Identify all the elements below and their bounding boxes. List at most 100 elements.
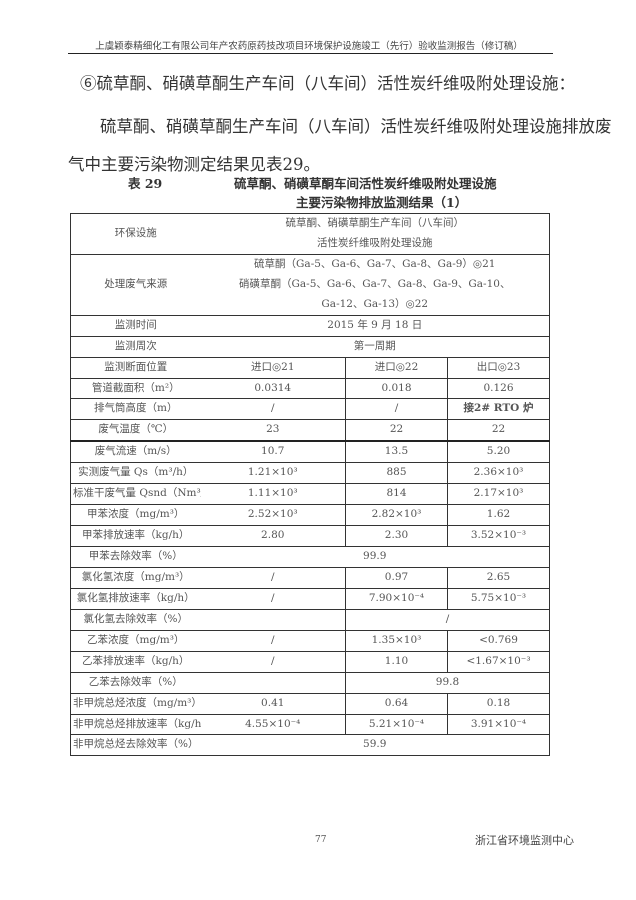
- running-header: 上虞颖泰精细化工有限公司年产农药原药技改项目环境保护设施竣工（先行）验收监测报告…: [95, 41, 523, 52]
- table-cell: /: [200, 629, 346, 652]
- row-label: 废气温度（℃）: [70, 419, 201, 443]
- section-heading: ⑥硫草酮、硝磺草酮生产车间（八车间）活性炭纤维吸附处理设施：: [80, 74, 575, 93]
- row-label: 废气流速（m/s）: [70, 440, 201, 464]
- table-row: 环保设施 硫草酮、硝磺草酮生产车间（八车间） 活性炭纤维吸附处理设施: [70, 213, 550, 255]
- table-cell: 22: [447, 419, 550, 443]
- table-cell: 0.97: [345, 566, 448, 589]
- table-cell: 1.21×10³: [200, 462, 346, 485]
- table-cell: 2.80: [200, 525, 346, 547]
- row-label: 甲苯浓度（mg/m³）: [70, 504, 201, 527]
- row-label: 甲苯排放速率（kg/h）: [70, 525, 201, 547]
- table-cell: 出口◎23: [447, 356, 550, 379]
- table-cell: 5.21×10⁻⁴: [345, 713, 448, 736]
- table-cell: 接2# RTO 炉: [447, 398, 550, 421]
- table-cell: <1.67×10⁻³: [447, 650, 550, 673]
- row-label: 乙苯排放速率（kg/h）: [70, 650, 201, 673]
- table-cell: 2.30: [345, 525, 448, 547]
- table-row: 非甲烷总烃排放速率（kg/h） 4.55×10⁻⁴ 5.21×10⁻⁴ 3.91×10…: [70, 713, 550, 736]
- table-cell: 0.0314: [200, 377, 346, 400]
- row-label: 环保设施: [70, 213, 201, 255]
- row-label: 乙苯浓度（mg/m³）: [70, 629, 201, 652]
- row-label: 氯化氢去除效率（%）: [70, 608, 201, 631]
- page-number: 77: [315, 835, 327, 845]
- table-row: 乙苯去除效率（%） 99.8: [70, 671, 550, 694]
- row-label: 氯化氢排放速率（kg/h）: [70, 587, 201, 610]
- table-cell: 99.9: [200, 546, 550, 568]
- table-row: 甲苯去除效率（%） 99.9: [70, 546, 550, 568]
- table-row: 监测断面位置 进口◎21 进口◎22 出口◎23: [70, 356, 550, 379]
- header-divider: [68, 53, 553, 54]
- table-cell: 1.35×10³: [345, 629, 448, 652]
- table-cell: 进口◎21: [200, 356, 346, 379]
- table-cell: /: [200, 650, 346, 673]
- table-cell: /: [200, 587, 346, 610]
- table-cell: 1.10: [345, 650, 448, 673]
- table-cell: 10.7: [200, 440, 346, 464]
- table-row: 甲苯排放速率（kg/h） 2.80 2.30 3.52×10⁻³: [70, 525, 550, 547]
- table-cell: 硫草酮（Ga-5、Ga-6、Ga-7、Ga-8、Ga-9）◎21 硝磺草酮（Ga…: [200, 253, 550, 316]
- table-cell: 0.018: [345, 377, 448, 400]
- table-cell: 2015 年 9 月 18 日: [200, 314, 550, 337]
- row-label: 排气筒高度（m）: [70, 398, 201, 421]
- table-row: 管道截面积（m²） 0.0314 0.018 0.126: [70, 377, 550, 400]
- table-row: 非甲烷总烃去除效率（%） 59.9: [70, 734, 550, 757]
- paragraph-line-2: 气中主要污染物测定结果见表29。: [68, 155, 320, 174]
- table-row: 废气温度（℃） 23 22 22: [70, 419, 550, 443]
- row-label: 监测断面位置: [70, 356, 201, 379]
- row-label: 处理废气来源: [70, 253, 201, 316]
- table-cell: 22: [345, 419, 448, 443]
- table-row: 实测废气量 Qs（m³/h） 1.21×10³ 885 2.36×10³: [70, 462, 550, 485]
- table-cell: 59.9: [200, 734, 550, 757]
- table-title-line-1: 硫草酮、硝磺草酮车间活性炭纤维吸附处理设施: [234, 176, 497, 191]
- table-row: 氯化氢排放速率（kg/h）/7.90×10⁻⁴ 5.75×10⁻³: [70, 587, 550, 610]
- table-cell: 2.82×10³: [345, 504, 448, 527]
- table-cell: 0.18: [447, 692, 550, 715]
- table-cell: /: [345, 398, 448, 421]
- table-cell: 7.90×10⁻⁴: [345, 587, 448, 610]
- table-cell: 814: [345, 483, 448, 506]
- table-cell: <0.769: [447, 629, 550, 652]
- table-cell: 5.75×10⁻³: [447, 587, 550, 610]
- table-cell: /: [345, 608, 550, 631]
- row-label: 监测时间: [70, 314, 201, 337]
- table-row: 废气流速（m/s） 10.7 13.5 5.20: [70, 440, 550, 464]
- table-cell: 第一周期: [200, 335, 550, 358]
- table-row: 乙苯排放速率（kg/h）/1.10 <1.67×10⁻³: [70, 650, 550, 673]
- row-label: 氯化氢浓度（mg/m³）: [70, 566, 201, 589]
- row-label: 甲苯去除效率（%）: [70, 546, 201, 568]
- table-row: 甲苯浓度（mg/m³） 2.52×10³ 2.82×10³ 1.62: [70, 504, 550, 527]
- row-label: 非甲烷总烃去除效率（%）: [70, 734, 201, 757]
- table-cell: 99.8: [345, 671, 550, 694]
- table-cell: 0.41: [200, 692, 346, 715]
- table-cell: 3.52×10⁻³: [447, 525, 550, 547]
- table-row: 处理废气来源 硫草酮（Ga-5、Ga-6、Ga-7、Ga-8、Ga-9）◎21 硝…: [70, 253, 550, 316]
- table-cell: /: [200, 566, 346, 589]
- table-cell: 2.36×10³: [447, 462, 550, 485]
- table-cell: 2.52×10³: [200, 504, 346, 527]
- table-row: 非甲烷总烃浓度（mg/m³） 0.41 0.64 0.18: [70, 692, 550, 715]
- table-row: 乙苯浓度（mg/m³）/1.35×10³ <0.769: [70, 629, 550, 652]
- table-cell: 0.126: [447, 377, 550, 400]
- table-cell: 23: [200, 419, 346, 443]
- table-number: 表 29: [128, 176, 163, 191]
- table-cell: 3.91×10⁻⁴: [447, 713, 550, 736]
- table-cell: 5.20: [447, 440, 550, 464]
- table-row: 监测时间 2015 年 9 月 18 日: [70, 314, 550, 337]
- table-cell: 1.11×10³: [200, 483, 346, 506]
- row-label: 管道截面积（m²）: [70, 377, 201, 400]
- table-cell: 13.5: [345, 440, 448, 464]
- row-label: 实测废气量 Qs（m³/h）: [70, 462, 201, 485]
- table-cell: [200, 671, 346, 694]
- table-cell: 2.65: [447, 566, 550, 589]
- row-label: 乙苯去除效率（%）: [70, 671, 201, 694]
- table-cell: 进口◎22: [345, 356, 448, 379]
- table-cell: [200, 608, 346, 631]
- table-title-line-2: 主要污染物排放监测结果（1）: [296, 195, 468, 210]
- table-row: 氯化氢浓度（mg/m³）/0.97 2.65: [70, 566, 550, 589]
- table-cell: 2.17×10³: [447, 483, 550, 506]
- monitoring-results-table: 环保设施 硫草酮、硝磺草酮生产车间（八车间） 活性炭纤维吸附处理设施 处理废气来源硫…: [70, 213, 550, 757]
- table-row: 排气筒高度（m） / / 接2# RTO 炉: [70, 398, 550, 421]
- table-cell: 0.64: [345, 692, 448, 715]
- row-label: 非甲烷总烃排放速率（kg/h）: [70, 713, 201, 736]
